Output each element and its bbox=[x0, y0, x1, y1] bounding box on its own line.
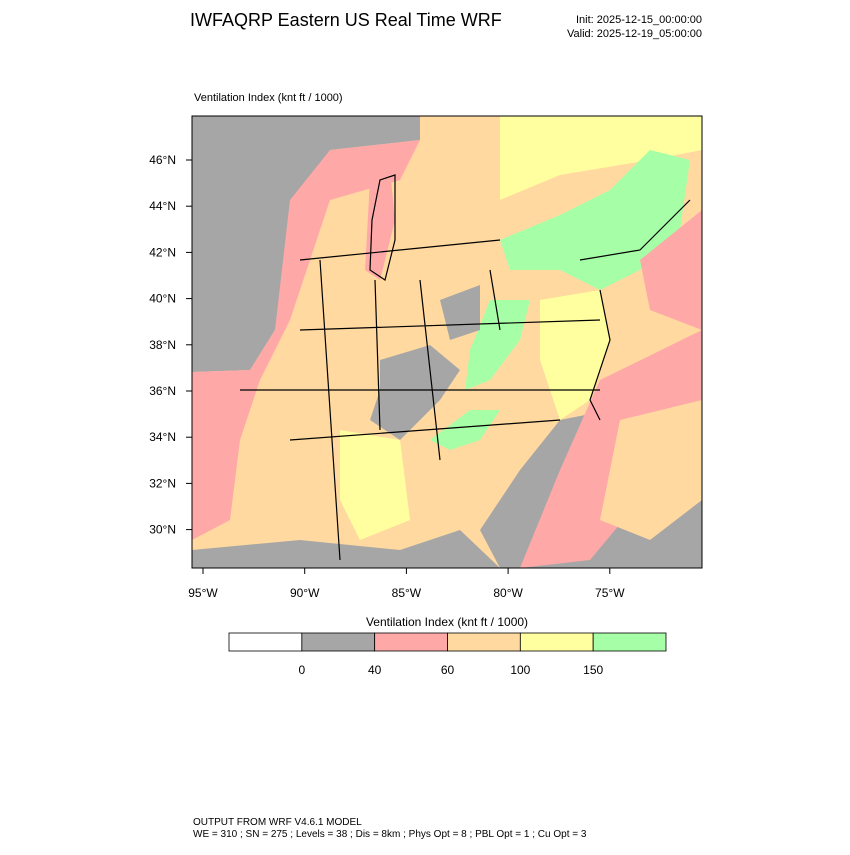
lon-label: 95°W bbox=[188, 586, 218, 600]
colorbar: 0 40 60 100 150 bbox=[228, 632, 667, 677]
footer-line: OUTPUT FROM WRF V4.6.1 MODEL bbox=[193, 817, 362, 828]
colorbar-tick-label: 0 bbox=[298, 663, 305, 677]
colorbar-tick-label: 60 bbox=[441, 663, 455, 677]
colorbar-bin bbox=[447, 632, 521, 652]
colorbar-label: Ventilation Index (knt ft / 1000) bbox=[366, 615, 528, 629]
map bbox=[192, 116, 702, 568]
colorbar-bin bbox=[374, 632, 448, 652]
lon-label: 75°W bbox=[595, 586, 625, 600]
lat-label: 44°N bbox=[149, 199, 176, 213]
lon-label: 90°W bbox=[290, 586, 320, 600]
colorbar-bin bbox=[519, 632, 594, 652]
field-label: Ventilation Index (knt ft / 1000) bbox=[194, 92, 343, 104]
lon-label: 80°W bbox=[493, 586, 523, 600]
lat-label: 40°N bbox=[149, 292, 176, 306]
colorbar-bin bbox=[301, 632, 376, 652]
colorbar-tick-label: 100 bbox=[510, 663, 530, 677]
lat-label: 42°N bbox=[149, 245, 176, 259]
lon-label: 85°W bbox=[392, 586, 422, 600]
footer-line: WE = 310 ; SN = 275 ; Levels = 38 ; Dis … bbox=[193, 829, 587, 840]
colorbar-bin bbox=[592, 632, 667, 652]
lat-label: 46°N bbox=[149, 153, 176, 167]
colorbar-bin bbox=[228, 632, 303, 652]
lat-label: 32°N bbox=[149, 476, 176, 490]
colorbar-tick-label: 150 bbox=[583, 663, 603, 677]
init-time: Init: 2025-12-15_00:00:00 bbox=[576, 14, 702, 26]
lat-label: 34°N bbox=[149, 430, 176, 444]
title: IWFAQRP Eastern US Real Time WRF bbox=[190, 10, 502, 30]
valid-time: Valid: 2025-12-19_05:00:00 bbox=[567, 28, 702, 40]
map-frame bbox=[191, 115, 703, 569]
lat-label: 38°N bbox=[149, 338, 176, 352]
colorbar-tick-label: 40 bbox=[368, 663, 382, 677]
lat-labels: 46°N 44°N 42°N 40°N 38°N 36°N 34°N 32°N 30°N bbox=[149, 153, 192, 537]
lat-label: 36°N bbox=[149, 384, 176, 398]
lon-labels: 95°W 90°W 85°W 80°W 75°W bbox=[188, 568, 625, 600]
lat-label: 30°N bbox=[149, 523, 176, 537]
